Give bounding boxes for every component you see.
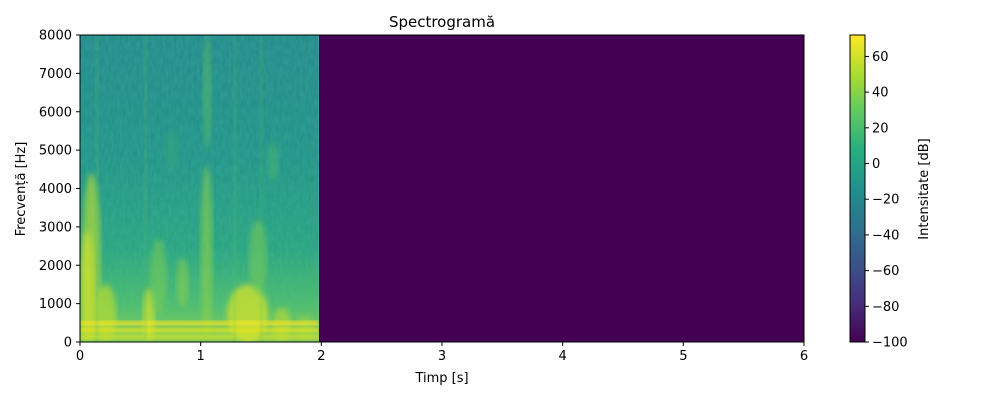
- onset-stripe-1: [144, 35, 147, 342]
- x-axis: 0 1 2 3 4 5 6: [76, 342, 808, 364]
- harmonic-band-1: [80, 328, 319, 333]
- y-tick-label-3: 3000: [39, 220, 72, 235]
- colorbar-tick-label-8: −100: [872, 336, 908, 351]
- colorbar-tick-label-6: −60: [872, 264, 899, 279]
- colorbar-label: Intensitate [dB]: [917, 138, 932, 239]
- x-tick-label-1: 1: [197, 349, 205, 364]
- energy-blob-6: [201, 165, 213, 342]
- colorbar-ticks: 60 40 20 0 −20 −40 −60 −80 −100: [865, 50, 908, 351]
- x-tick-label-3: 3: [438, 349, 446, 364]
- y-tick-label-7: 7000: [39, 67, 72, 82]
- colorbar-tick-label-3: 0: [872, 157, 880, 172]
- colorbar: 60 40 20 0 −20 −40 −60 −80 −100 Intensitate [dB]: [850, 35, 932, 351]
- y-axis-label: Frecvență [Hz]: [14, 142, 29, 237]
- energy-blob-7: [203, 35, 211, 150]
- x-tick-label-0: 0: [76, 349, 84, 364]
- energy-blob-11: [267, 142, 279, 180]
- colorbar-gradient: [850, 35, 865, 342]
- colorbar-tick-label-0: 60: [872, 50, 889, 65]
- colorbar-tick-label-2: 20: [872, 121, 889, 136]
- colorbar-tick-label-4: −20: [872, 193, 899, 208]
- plot-area: [80, 35, 804, 342]
- harmonic-band-2: [80, 334, 319, 339]
- speech-region: [80, 35, 319, 342]
- energy-blob-5: [177, 258, 189, 308]
- colorbar-tick-label-7: −80: [872, 300, 899, 315]
- onset-stripe-0: [96, 35, 99, 342]
- silence-region: [319, 35, 804, 342]
- chart-title: Spectrogramă: [389, 13, 495, 31]
- colorbar-tick-label-5: −40: [872, 228, 899, 243]
- spectrogram-texture: [80, 35, 319, 342]
- energy-blob-9: [249, 219, 267, 296]
- y-tick-label-0: 0: [64, 336, 72, 351]
- harmonic-band-0: [80, 321, 319, 326]
- x-tick-label-6: 6: [800, 349, 808, 364]
- y-tick-label-4: 4000: [39, 182, 72, 197]
- y-tick-label-1: 1000: [39, 297, 72, 312]
- y-tick-label-8: 8000: [39, 29, 72, 44]
- colorbar-tick-label-1: 40: [872, 86, 889, 101]
- x-tick-label-4: 4: [559, 349, 567, 364]
- x-tick-label-2: 2: [317, 349, 325, 364]
- y-tick-label-5: 5000: [39, 144, 72, 159]
- y-tick-label-2: 2000: [39, 259, 72, 274]
- x-tick-label-5: 5: [679, 349, 687, 364]
- energy-blob-4: [150, 238, 167, 315]
- onset-stripe-3: [260, 35, 263, 342]
- onset-stripe-2: [233, 35, 236, 342]
- energy-blob-12: [164, 131, 178, 169]
- y-tick-label-6: 6000: [39, 105, 72, 120]
- y-axis: 0 1000 2000 3000 4000 5000 6000 7000 8000: [39, 29, 80, 351]
- x-axis-label: Timp [s]: [414, 371, 468, 386]
